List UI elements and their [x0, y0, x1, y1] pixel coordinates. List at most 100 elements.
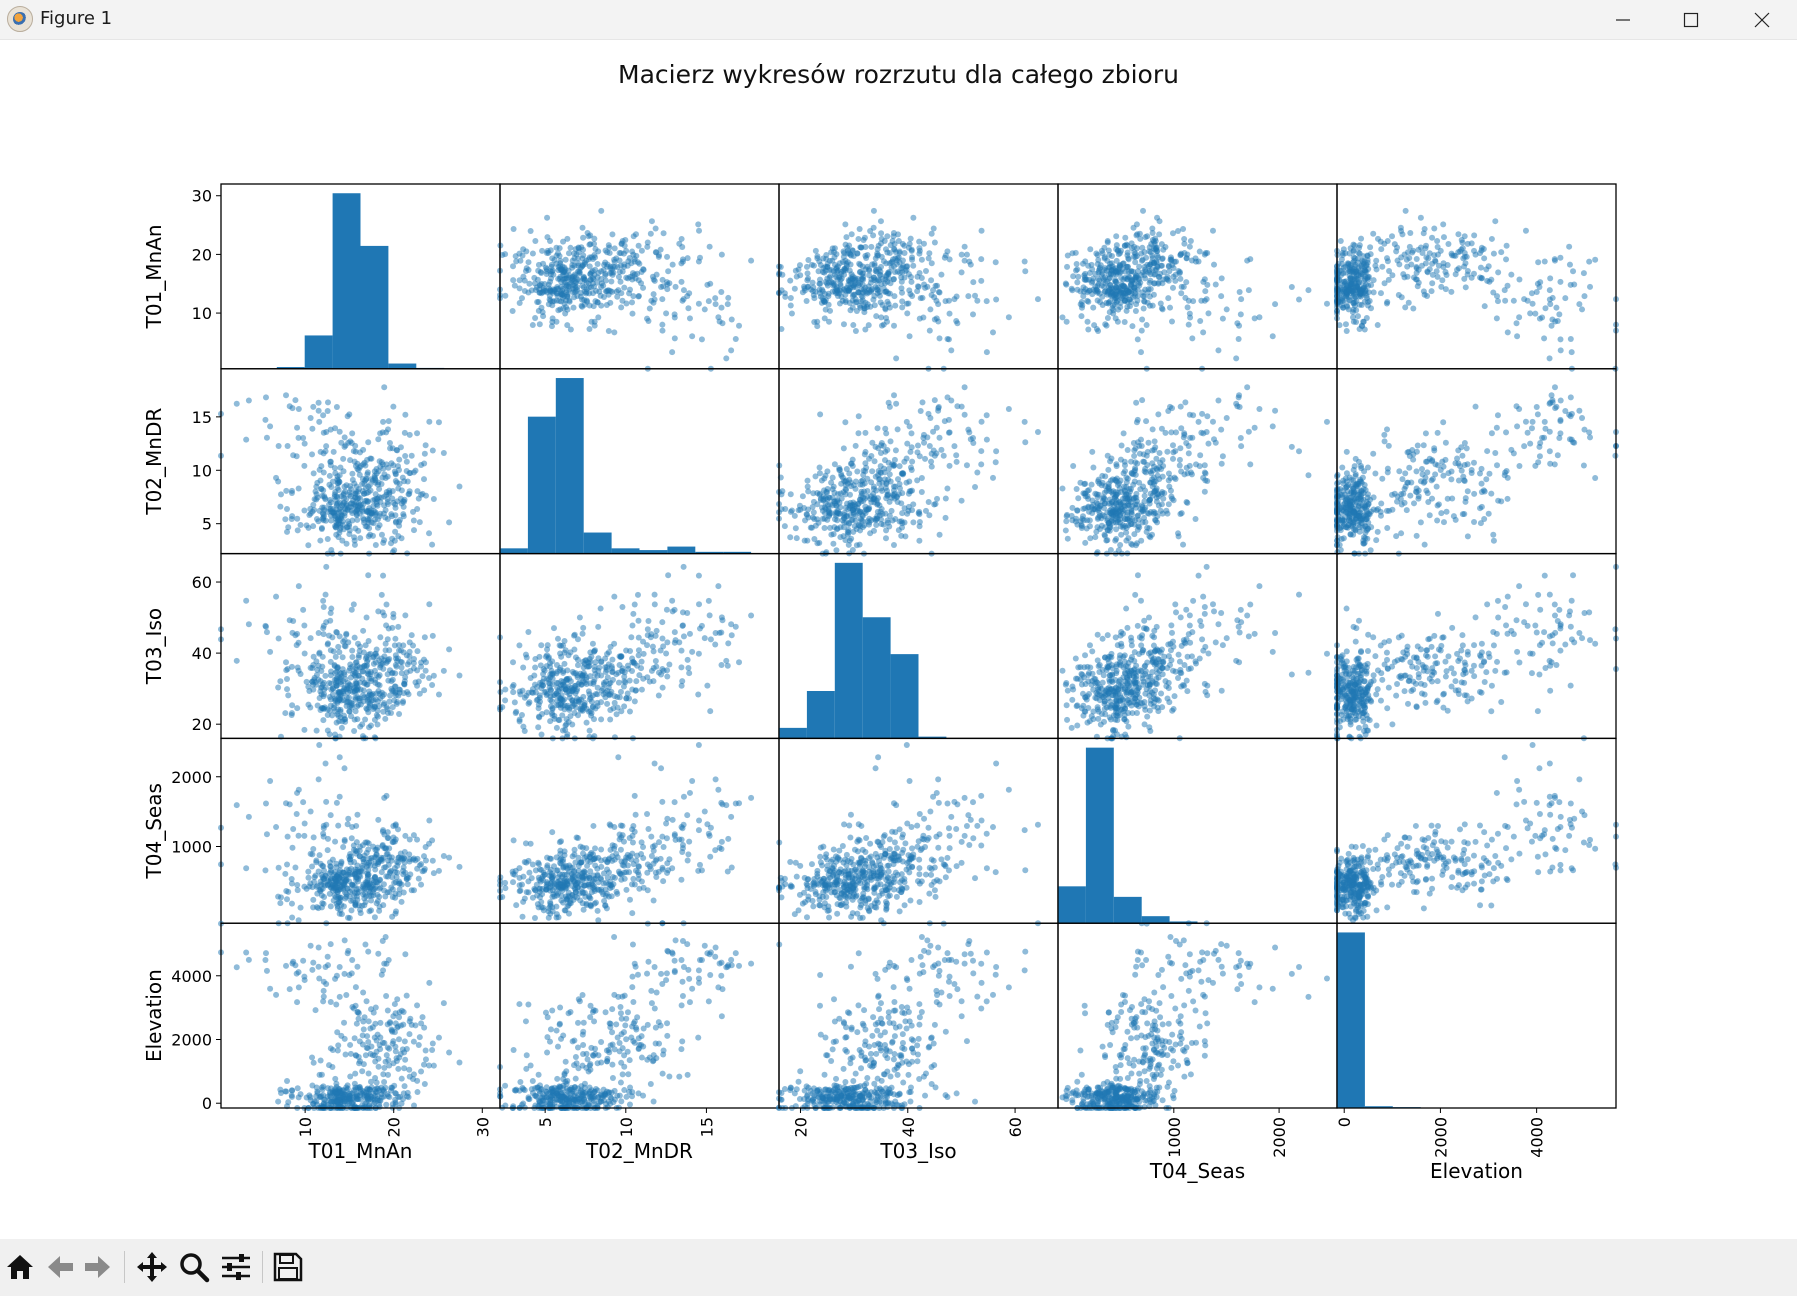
- scatter-point: [736, 322, 743, 329]
- scatter-point: [686, 315, 693, 322]
- scatter-point: [317, 477, 324, 484]
- scatter-point: [330, 648, 337, 655]
- scatter-point: [803, 263, 810, 270]
- scatter-point: [1022, 439, 1029, 446]
- scatter-point: [395, 623, 402, 630]
- scatter-point: [562, 256, 569, 263]
- scatter-point: [297, 670, 304, 677]
- scatter-point: [925, 410, 932, 417]
- scatter-point: [367, 455, 374, 462]
- scatter-point: [1145, 439, 1152, 446]
- scatter-point: [877, 463, 884, 470]
- scatter-point: [351, 727, 358, 734]
- maximize-button[interactable]: [1656, 0, 1726, 39]
- scatter-point: [544, 289, 551, 296]
- scatter-point: [1359, 474, 1366, 481]
- scatter-point: [635, 293, 642, 300]
- scatter-point: [1557, 397, 1564, 404]
- scatter-point: [366, 724, 373, 731]
- scatter-point: [525, 629, 532, 636]
- scatter-point: [859, 524, 866, 531]
- scatter-point: [946, 429, 953, 436]
- scatter-point: [1337, 237, 1344, 244]
- scatter-point: [1458, 236, 1465, 243]
- scatter-point: [885, 301, 892, 308]
- scatter-point: [1138, 537, 1145, 544]
- scatter-point: [732, 336, 739, 343]
- scatter-point: [569, 264, 576, 271]
- scatter-point: [1108, 271, 1115, 278]
- scatter-point: [339, 654, 346, 661]
- scatter-point: [446, 519, 453, 526]
- scatter-point: [914, 288, 921, 295]
- scatter-point: [878, 322, 885, 329]
- scatter-point: [1521, 443, 1528, 450]
- scatter-point: [965, 293, 972, 300]
- scatter-matrix-plot[interactable]: 102030T01_MnAn51015T02_MnDR204060T03_Iso…: [0, 0, 1797, 1239]
- scatter-point: [978, 277, 985, 284]
- scatter-point: [1481, 255, 1488, 262]
- scatter-point: [1104, 257, 1111, 264]
- scatter-point: [349, 663, 356, 670]
- scatter-point: [883, 430, 890, 437]
- scatter-point: [357, 535, 364, 542]
- scatter-point: [608, 278, 615, 285]
- scatter-point: [626, 290, 633, 297]
- scatter-point: [908, 430, 915, 437]
- scatter-point: [367, 487, 374, 494]
- minimize-button[interactable]: [1588, 0, 1658, 39]
- scatter-point: [1150, 474, 1157, 481]
- scatter-point: [843, 287, 850, 294]
- scatter-point: [352, 490, 359, 497]
- scatter-point: [330, 448, 337, 455]
- scatter-point: [629, 248, 636, 255]
- scatter-point: [315, 629, 322, 636]
- scatter-point: [1398, 228, 1405, 235]
- scatter-point: [678, 682, 685, 689]
- scatter-point: [1244, 257, 1251, 264]
- scatter-point: [1142, 234, 1149, 241]
- scatter-point: [829, 245, 836, 252]
- scatter-point: [921, 439, 928, 446]
- scatter-point: [1127, 520, 1134, 527]
- scatter-point: [787, 295, 794, 302]
- scatter-point: [1127, 280, 1134, 287]
- scatter-point: [346, 411, 353, 418]
- scatter-point: [1113, 257, 1120, 264]
- scatter-point: [388, 513, 395, 520]
- scatter-point: [1459, 452, 1466, 459]
- close-button[interactable]: [1727, 0, 1797, 39]
- scatter-point: [797, 506, 804, 513]
- scatter-point: [918, 256, 925, 263]
- histogram-bar: [555, 378, 584, 554]
- scatter-point: [335, 534, 342, 541]
- scatter-point: [926, 250, 933, 257]
- scatter-point: [313, 727, 320, 734]
- scatter-point: [392, 470, 399, 477]
- scatter-point: [301, 462, 308, 469]
- scatter-point: [836, 465, 843, 472]
- scatter-point: [294, 515, 301, 522]
- scatter-point: [961, 384, 968, 391]
- subplot-T01_MnAn-vs-T02_MnDR: [497, 183, 780, 372]
- scatter-point: [908, 444, 915, 451]
- scatter-point: [1146, 293, 1153, 300]
- scatter-point: [1085, 298, 1092, 305]
- scatter-point: [884, 517, 891, 524]
- scatter-point: [812, 247, 819, 254]
- scatter-point: [787, 302, 794, 309]
- scatter-point: [859, 518, 866, 525]
- scatter-point: [516, 277, 523, 284]
- scatter-point: [391, 537, 398, 544]
- scatter-point: [326, 680, 333, 687]
- scatter-point: [1478, 244, 1485, 251]
- scatter-point: [958, 497, 965, 504]
- scatter-point: [1138, 327, 1145, 334]
- scatter-point: [621, 284, 628, 291]
- scatter-point: [1484, 448, 1491, 455]
- scatter-point: [1113, 526, 1120, 533]
- scatter-point: [858, 244, 865, 251]
- scatter-point: [1504, 495, 1511, 502]
- scatter-point: [748, 257, 755, 264]
- scatter-point: [1202, 250, 1209, 257]
